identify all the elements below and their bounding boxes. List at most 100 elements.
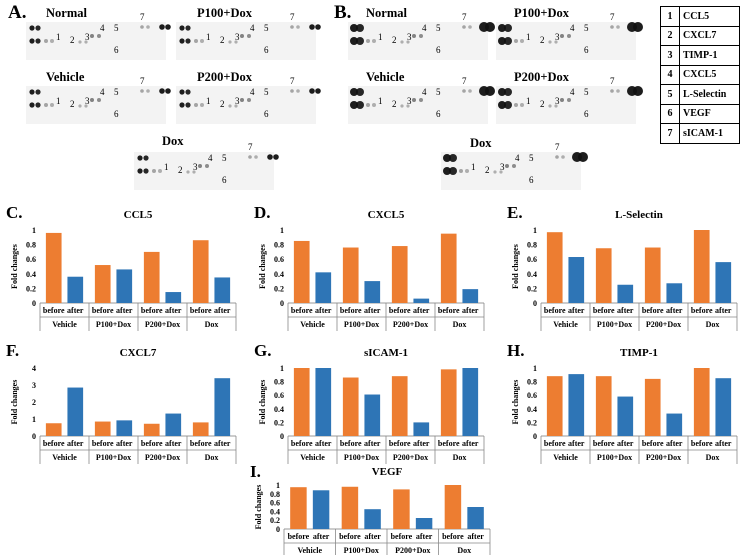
blot-background <box>348 86 488 124</box>
x-sublabel-after: after <box>165 306 182 315</box>
blot-spot <box>35 102 41 108</box>
chart-letter: E. <box>507 203 523 222</box>
bar-before <box>393 489 410 529</box>
spot-label: 3 <box>407 32 412 42</box>
x-sublabel-before: before <box>593 306 615 315</box>
x-sublabel-after: after <box>617 439 634 448</box>
bar-after <box>312 490 330 529</box>
spot-label: 6 <box>436 45 441 55</box>
bar-after <box>462 289 479 303</box>
blot-spot <box>78 104 82 108</box>
blot-spot <box>400 40 404 44</box>
spot-label: 7 <box>462 76 467 86</box>
bar-after <box>116 420 133 436</box>
blot-title-a-p100: P100+Dox <box>197 6 253 20</box>
chart-letter: I. <box>250 462 261 481</box>
spot-label: 6 <box>114 109 119 119</box>
blot-spot <box>158 169 162 173</box>
legend-row: 6 VEGF <box>660 103 740 124</box>
x-sublabel-before: before <box>340 306 362 315</box>
blot-spot <box>78 40 82 44</box>
spot-label: 7 <box>462 12 467 22</box>
bar-before <box>143 423 160 436</box>
bar-after <box>413 422 430 436</box>
spot-label: 3 <box>85 96 90 106</box>
y-tick-label: 4 <box>32 364 36 373</box>
blot-spot <box>504 101 512 109</box>
blot-spot <box>254 155 258 159</box>
blot-spot <box>406 40 410 44</box>
blot-spot <box>548 104 552 108</box>
bar-after <box>165 413 182 436</box>
blot-spot <box>465 169 469 173</box>
panel-letter-a: A. <box>8 2 27 23</box>
blot-spot <box>146 89 150 93</box>
x-sublabel-before: before <box>593 439 615 448</box>
blot-spot <box>200 39 204 43</box>
chart-letter: C. <box>6 203 23 222</box>
chart-letter: G. <box>254 341 271 360</box>
blot-spot <box>140 25 144 29</box>
y-tick-label: 0.4 <box>270 507 280 516</box>
blot-spot <box>498 37 506 45</box>
spot-label: 2 <box>220 35 225 45</box>
blot-spot <box>143 155 149 161</box>
spot-label: 3 <box>555 96 560 106</box>
blot-spot <box>29 89 35 95</box>
spot-label: 2 <box>70 35 75 45</box>
bar-after <box>364 509 381 529</box>
bar-before <box>644 378 661 436</box>
blot-spot <box>554 104 558 108</box>
y-tick-label: 0.2 <box>26 284 36 293</box>
x-sublabel-after: after <box>462 439 479 448</box>
spot-label: 1 <box>206 32 211 42</box>
y-tick-label: 1 <box>276 481 280 490</box>
bar-after <box>116 269 133 303</box>
blot-spot <box>179 102 185 108</box>
spot-label: 4 <box>250 23 255 33</box>
blot-spot <box>548 40 552 44</box>
x-category-label: Dox <box>205 320 219 329</box>
blot-spot <box>165 88 171 94</box>
spot-label: 3 <box>85 32 90 42</box>
bar-before <box>391 376 408 436</box>
blot-spot <box>616 89 620 93</box>
x-category-label: Dox <box>453 453 467 462</box>
blot-spot <box>247 98 251 102</box>
spot-label: 2 <box>70 99 75 109</box>
x-sublabel-after: after <box>313 532 330 541</box>
y-tick-label: 0.8 <box>274 378 284 387</box>
blot-spot <box>179 38 185 44</box>
blot-spot <box>400 104 404 108</box>
blot-spot <box>504 24 512 32</box>
x-sublabel-after: after <box>462 306 479 315</box>
x-category-label: P200+Dox <box>395 546 430 555</box>
x-sublabel-before: before <box>642 306 664 315</box>
x-category-label: Vehicle <box>300 453 325 462</box>
bar-before <box>644 247 661 303</box>
spot-label: 7 <box>555 142 560 152</box>
chart-l-selectin: E. L-Selectin Fold changes 0 0.2 0.4 0.6 0.8 1 be… <box>507 203 738 331</box>
y-tick-label: 1 <box>280 226 284 235</box>
blot-spot <box>633 86 643 96</box>
y-tick-label: 2 <box>32 398 36 407</box>
spot-label: 2 <box>540 99 545 109</box>
y-axis-label: Fold changes <box>10 244 19 289</box>
spot-label: 6 <box>436 109 441 119</box>
y-tick-label: 0.2 <box>527 418 537 427</box>
blot-spot <box>554 40 558 44</box>
y-axis-label: Fold changes <box>511 380 520 425</box>
blot-b-normal: 1 2 34 5 6 7 <box>348 12 495 60</box>
blot-spot <box>50 103 54 107</box>
x-category-label: Vehicle <box>52 453 77 462</box>
y-tick-label: 0 <box>280 299 284 308</box>
y-tick-label: 1 <box>280 364 284 373</box>
protein-legend-table: 1 CCL5 2 CXCL7 3 TIMP-1 4 CXCL5 5 L-Selectin 6 VEGF… <box>660 6 740 144</box>
bar-after <box>165 292 182 303</box>
legend-protein-name: VEGF <box>679 103 740 124</box>
blot-title-b-vehicle: Vehicle <box>366 70 405 84</box>
spot-label: 4 <box>515 153 520 163</box>
spot-label: 4 <box>208 153 213 163</box>
x-sublabel-after: after <box>413 306 430 315</box>
